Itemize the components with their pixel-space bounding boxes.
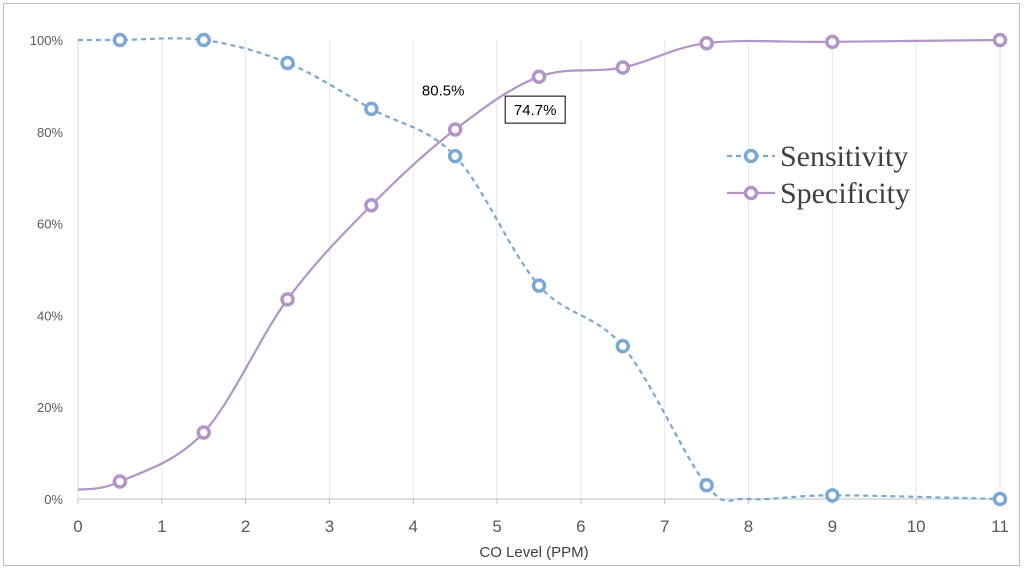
y-tick-label: 40%: [37, 308, 63, 323]
x-tick-label: 1: [157, 517, 166, 536]
y-tick-label: 20%: [37, 400, 63, 415]
data-point-sensitivity: [447, 148, 463, 164]
x-tick-label: 10: [907, 517, 926, 536]
series-layer: [77, 32, 1008, 507]
x-tick-label: 8: [744, 517, 753, 536]
data-point-sensitivity: [825, 488, 840, 503]
data-point-specificity: [112, 474, 128, 489]
y-tick-label: 80%: [37, 125, 63, 140]
x-tick-label: 3: [325, 517, 334, 536]
annotation-specificity-value: 80.5%: [422, 83, 465, 100]
data-point-specificity: [196, 425, 211, 440]
x-tick-label: 2: [241, 517, 250, 536]
data-point-sensitivity: [699, 477, 714, 493]
x-tick-label: 9: [828, 517, 837, 536]
data-point-specificity: [992, 32, 1008, 48]
legend: Sensitivity Specificity: [727, 140, 910, 210]
x-tick-label: 7: [660, 517, 669, 536]
data-point-sensitivity: [196, 32, 211, 48]
x-tick-label: 5: [492, 517, 501, 536]
data-point-specificity: [825, 34, 840, 50]
legend-label-sensitivity: Sensitivity: [780, 140, 908, 173]
x-axis-title: CO Level (PPM): [479, 544, 588, 561]
data-point-specificity: [531, 69, 547, 84]
annotation-layer: 80.5% 74.7%: [422, 83, 566, 124]
data-point-specificity: [280, 292, 295, 307]
data-point-specificity: [447, 122, 463, 137]
data-point-specificity: [699, 35, 714, 51]
data-point-sensitivity: [531, 278, 547, 293]
data-point-sensitivity: [364, 101, 379, 117]
data-point-specificity: [615, 60, 631, 75]
grid-layer: [161, 40, 1001, 499]
annotation-sensitivity-value: 74.7%: [514, 102, 557, 119]
data-point-sensitivity: [615, 338, 631, 354]
x-tick-label: 6: [576, 517, 585, 536]
axis-layer: 0 1 2 3 4 5 6 7 8 9 10 11 0% 20% 40% 60% 80% 100% CO Level…: [30, 33, 1009, 561]
y-tick-label: 60%: [37, 217, 63, 232]
data-point-sensitivity: [112, 32, 128, 48]
data-point-sensitivity: [992, 491, 1008, 507]
x-tick-label: 11: [991, 517, 1009, 536]
legend-marker-specificity: [743, 185, 759, 201]
x-tick-label: 4: [409, 517, 418, 536]
annotation-sensitivity-box: [504, 95, 566, 124]
y-tick-label: 0%: [44, 492, 63, 507]
legend-label-specificity: Specificity: [780, 177, 910, 210]
x-tick-label: 0: [73, 517, 82, 536]
data-point-specificity: [364, 197, 379, 213]
y-tick-label: 100%: [30, 33, 64, 48]
data-point-sensitivity: [280, 55, 295, 71]
legend-marker-sensitivity: [743, 148, 759, 164]
